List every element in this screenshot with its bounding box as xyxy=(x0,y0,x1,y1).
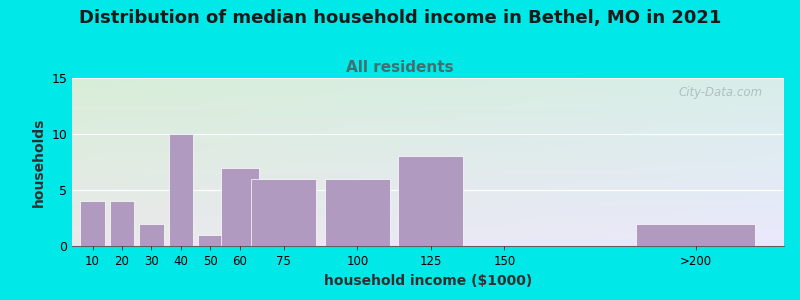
Bar xyxy=(398,156,463,246)
Y-axis label: households: households xyxy=(32,117,46,207)
Bar xyxy=(251,179,316,246)
Bar xyxy=(325,179,390,246)
Text: Distribution of median household income in Bethel, MO in 2021: Distribution of median household income … xyxy=(79,9,721,27)
Bar xyxy=(636,224,755,246)
Bar xyxy=(169,134,193,246)
X-axis label: household income ($1000): household income ($1000) xyxy=(324,274,532,288)
Bar xyxy=(221,168,258,246)
Text: City-Data.com: City-Data.com xyxy=(678,86,762,99)
Bar xyxy=(110,201,134,246)
Bar xyxy=(198,235,222,246)
Bar xyxy=(139,224,164,246)
Text: All residents: All residents xyxy=(346,60,454,75)
Bar xyxy=(81,201,105,246)
